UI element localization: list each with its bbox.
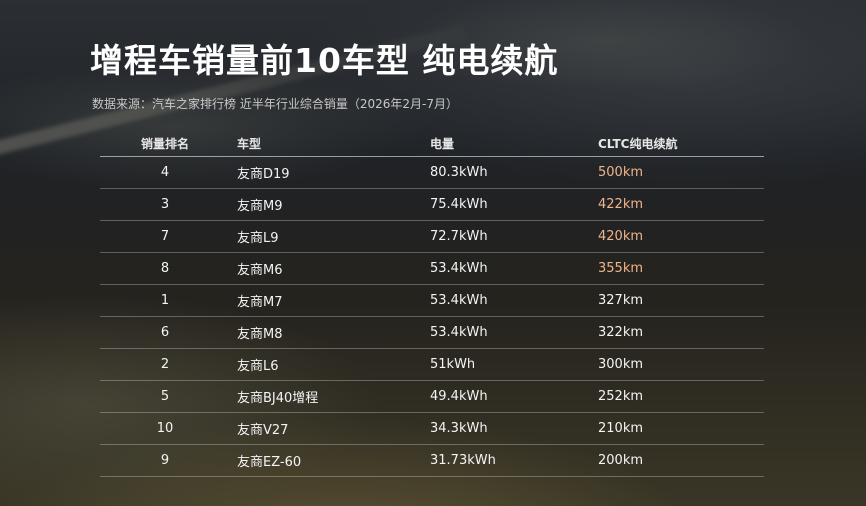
header-capacity: 电量 bbox=[424, 130, 592, 157]
data-source-note: 数据来源：汽车之家排行榜 近半年行业综合销量（2026年2月-7月） bbox=[92, 97, 458, 111]
cell-model: 友商L9 bbox=[230, 220, 424, 253]
cell-rank: 8 bbox=[100, 252, 230, 285]
cell-capacity: 53.4kWh bbox=[424, 316, 592, 349]
cell-range: 500km bbox=[592, 156, 764, 189]
cell-rank: 3 bbox=[100, 188, 230, 221]
cell-model: 友商D19 bbox=[230, 156, 424, 189]
cell-range: 327km bbox=[592, 284, 764, 317]
cell-rank: 6 bbox=[100, 316, 230, 349]
cell-range: 200km bbox=[592, 444, 764, 477]
cell-rank: 10 bbox=[100, 412, 230, 445]
cell-capacity: 31.73kWh bbox=[424, 444, 592, 477]
cell-range: 252km bbox=[592, 380, 764, 413]
page-title: 增程车销量前10车型 纯电续航 bbox=[90, 41, 559, 80]
table-row: 9 友商EZ-60 31.73kWh 200km bbox=[100, 444, 764, 477]
cell-model: 友商L6 bbox=[230, 348, 424, 381]
cell-capacity: 75.4kWh bbox=[424, 188, 592, 221]
cell-capacity: 80.3kWh bbox=[424, 156, 592, 189]
table-row: 6 友商M8 53.4kWh 322km bbox=[100, 316, 764, 349]
cell-rank: 1 bbox=[100, 284, 230, 317]
table-row: 8 友商M6 53.4kWh 355km bbox=[100, 252, 764, 285]
cell-range: 300km bbox=[592, 348, 764, 381]
sales-range-table: 销量排名 车型 电量 CLTC纯电续航 4 友商D19 80.3kWh 500km 3 友… bbox=[100, 130, 764, 477]
table-row: 5 友商BJ40增程 49.4kWh 252km bbox=[100, 380, 764, 413]
header-model: 车型 bbox=[230, 130, 424, 157]
cell-range: 422km bbox=[592, 188, 764, 221]
cell-model: 友商M9 bbox=[230, 188, 424, 221]
cell-range: 355km bbox=[592, 252, 764, 285]
table-row: 3 友商M9 75.4kWh 422km bbox=[100, 188, 764, 221]
cell-model: 友商EZ-60 bbox=[230, 444, 424, 477]
cell-rank: 7 bbox=[100, 220, 230, 253]
table-row: 7 友商L9 72.7kWh 420km bbox=[100, 220, 764, 253]
cell-capacity: 49.4kWh bbox=[424, 380, 592, 413]
cell-rank: 9 bbox=[100, 444, 230, 477]
header-range: CLTC纯电续航 bbox=[592, 130, 764, 157]
cell-range: 420km bbox=[592, 220, 764, 253]
cell-model: 友商M8 bbox=[230, 316, 424, 349]
cell-capacity: 51kWh bbox=[424, 348, 592, 381]
cell-capacity: 53.4kWh bbox=[424, 252, 592, 285]
table-header-row: 销量排名 车型 电量 CLTC纯电续航 bbox=[100, 130, 764, 157]
table-row: 1 友商M7 53.4kWh 327km bbox=[100, 284, 764, 317]
cell-rank: 4 bbox=[100, 156, 230, 189]
cell-range: 210km bbox=[592, 412, 764, 445]
cell-rank: 2 bbox=[100, 348, 230, 381]
cell-model: 友商BJ40增程 bbox=[230, 380, 424, 413]
cell-rank: 5 bbox=[100, 380, 230, 413]
cell-capacity: 53.4kWh bbox=[424, 284, 592, 317]
table-row: 2 友商L6 51kWh 300km bbox=[100, 348, 764, 381]
cell-range: 322km bbox=[592, 316, 764, 349]
cell-model: 友商V27 bbox=[230, 412, 424, 445]
cell-model: 友商M6 bbox=[230, 252, 424, 285]
header-rank: 销量排名 bbox=[100, 130, 230, 157]
cell-capacity: 72.7kWh bbox=[424, 220, 592, 253]
table-row: 10 友商V27 34.3kWh 210km bbox=[100, 412, 764, 445]
table-row: 4 友商D19 80.3kWh 500km bbox=[100, 156, 764, 189]
cell-model: 友商M7 bbox=[230, 284, 424, 317]
cell-capacity: 34.3kWh bbox=[424, 412, 592, 445]
